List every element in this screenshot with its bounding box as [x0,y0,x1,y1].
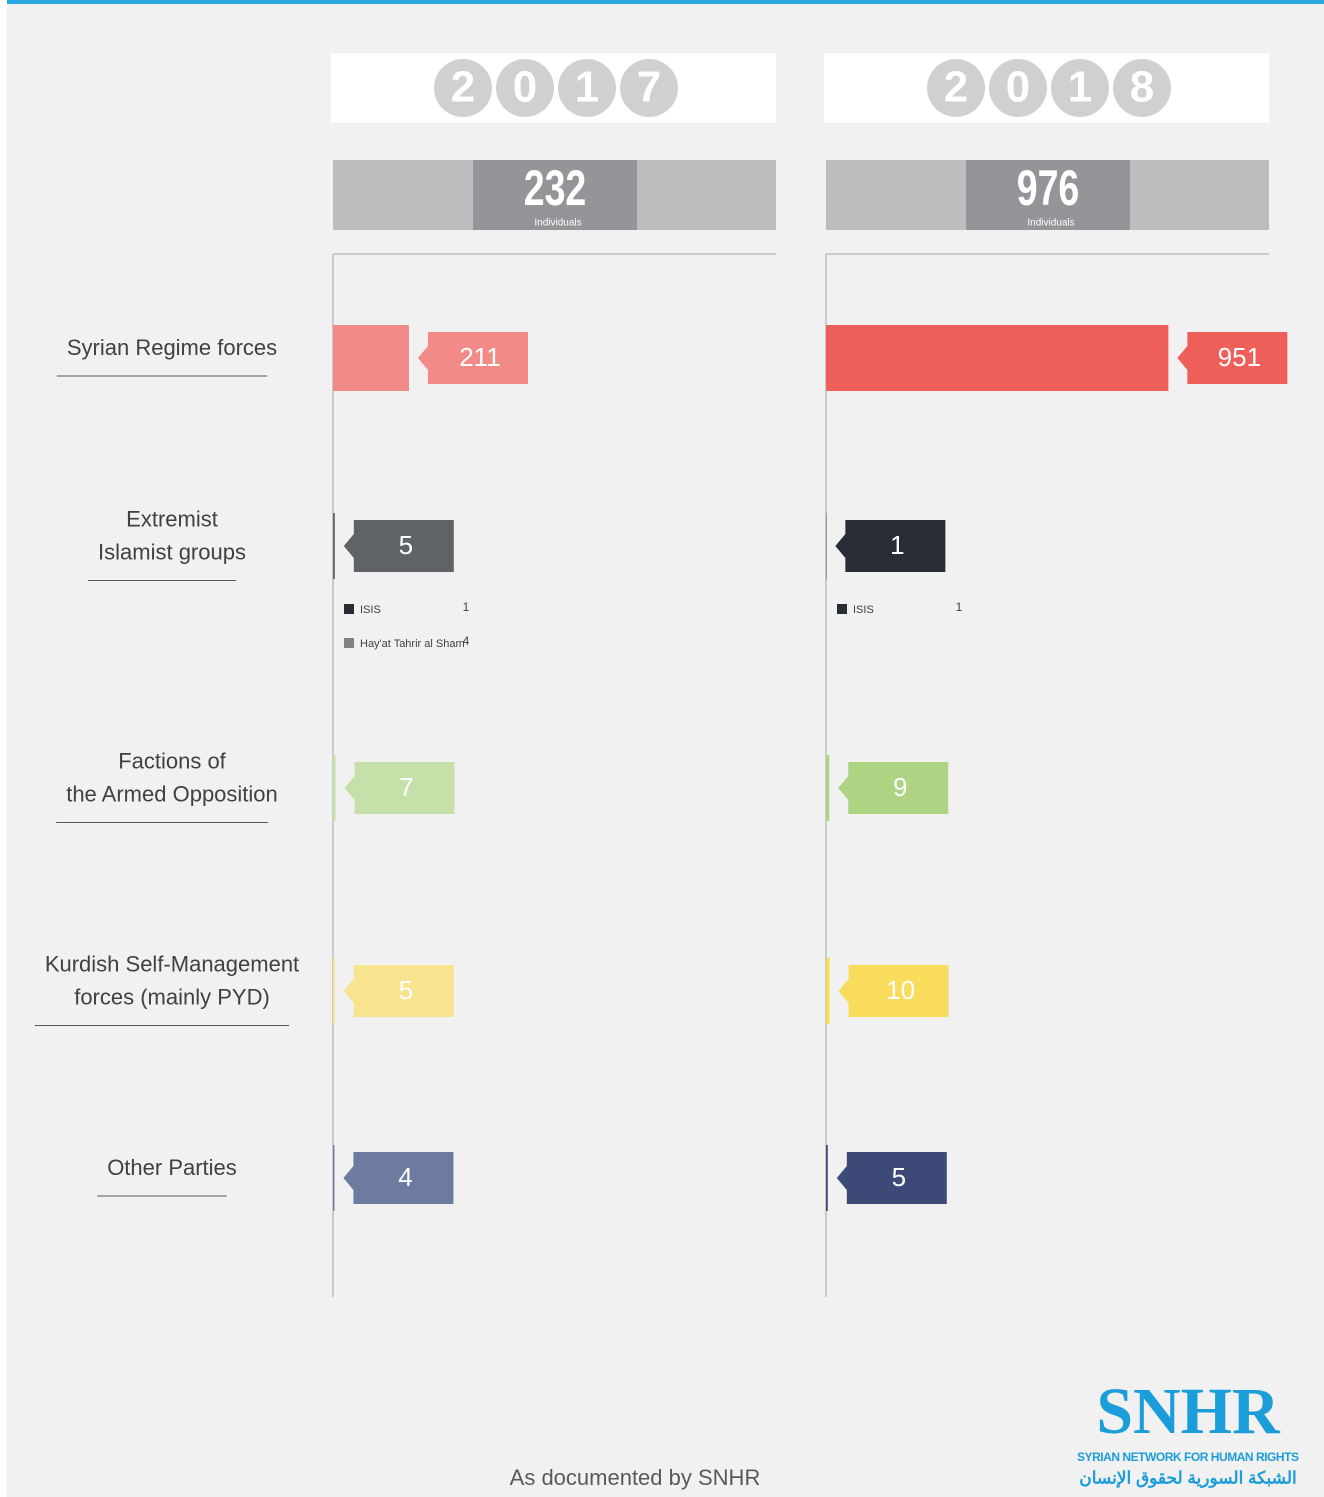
logo: SNHR [1096,1375,1281,1448]
top-rule [7,0,1324,4]
bar [333,958,335,1024]
category-label: Kurdish Self-Management [45,951,299,976]
background [7,0,1324,1497]
total-box [966,160,1130,230]
value-tag [1177,332,1288,384]
breakdown-name: ISIS [360,604,381,616]
source-note: As documented by SNHR [510,1465,761,1490]
value-label: 1 [890,530,904,560]
breakdown-value: 1 [463,600,470,614]
bar [826,325,1169,391]
category-label: Other Parties [107,1155,237,1180]
total-label: Individuals [534,218,581,229]
bar [826,1145,828,1211]
value-label: 4 [398,1162,412,1192]
breakdown-swatch [344,638,354,648]
bar [333,755,336,821]
bar [333,325,409,391]
category-label: forces (mainly PYD) [74,984,270,1009]
bar [333,513,335,579]
year-digit: 1 [575,63,599,112]
value-tag [838,965,949,1017]
bar [333,1145,335,1211]
year-digit: 8 [1130,63,1154,112]
total-value: 976 [1017,161,1080,216]
year-digit-circle [1113,59,1171,117]
value-label: 5 [892,1162,906,1192]
logo-org-ar: الشبكة السورية لحقوق الإنسان [1079,1468,1296,1488]
value-tag [343,965,454,1017]
value-tag [838,762,949,814]
year-digit: 2 [451,63,475,112]
category-label: Islamist groups [98,539,246,564]
category-label: Syrian Regime forces [67,335,277,360]
value-label: 10 [886,975,915,1005]
year-digit-circle [1051,59,1109,117]
value-label: 211 [459,342,500,372]
value-tag [343,520,454,572]
bar [826,755,830,821]
breakdown-swatch [837,604,847,614]
category-label: the Armed Opposition [66,781,278,806]
value-tag [343,1152,454,1204]
breakdown-value: 1 [956,600,963,614]
value-label: 9 [893,772,907,802]
year-digit: 2 [944,63,968,112]
category-label: Extremist [126,506,218,531]
year-digit-circle [927,59,985,117]
bar [826,958,830,1024]
value-tag [344,762,455,814]
breakdown-name: ISIS [853,604,874,616]
value-tag [417,332,528,384]
breakdown-value: 4 [463,634,470,648]
year-digit-circle [434,59,492,117]
year-digit: 0 [1006,63,1030,112]
breakdown-swatch [344,604,354,614]
total-value: 232 [524,161,587,216]
year-digit-circle [496,59,554,117]
value-label: 7 [399,772,413,802]
year-digit-circle [989,59,1047,117]
total-label: Individuals [1027,218,1074,229]
year-digit: 1 [1068,63,1092,112]
value-label: 5 [399,530,413,560]
total-box [473,160,637,230]
breakdown-name: Hay'at Tahrir al Sham [360,638,465,650]
value-label: 5 [399,975,413,1005]
year-digit-circle [558,59,616,117]
year-digit: 7 [637,63,661,112]
logo-org-en: SYRIAN NETWORK FOR HUMAN RIGHTS [1077,1450,1299,1464]
year-digit: 0 [513,63,537,112]
value-tag [836,1152,947,1204]
value-label: 951 [1218,342,1261,372]
year-digit-circle [620,59,678,117]
value-tag [835,520,946,572]
category-label: Factions of [118,748,226,773]
